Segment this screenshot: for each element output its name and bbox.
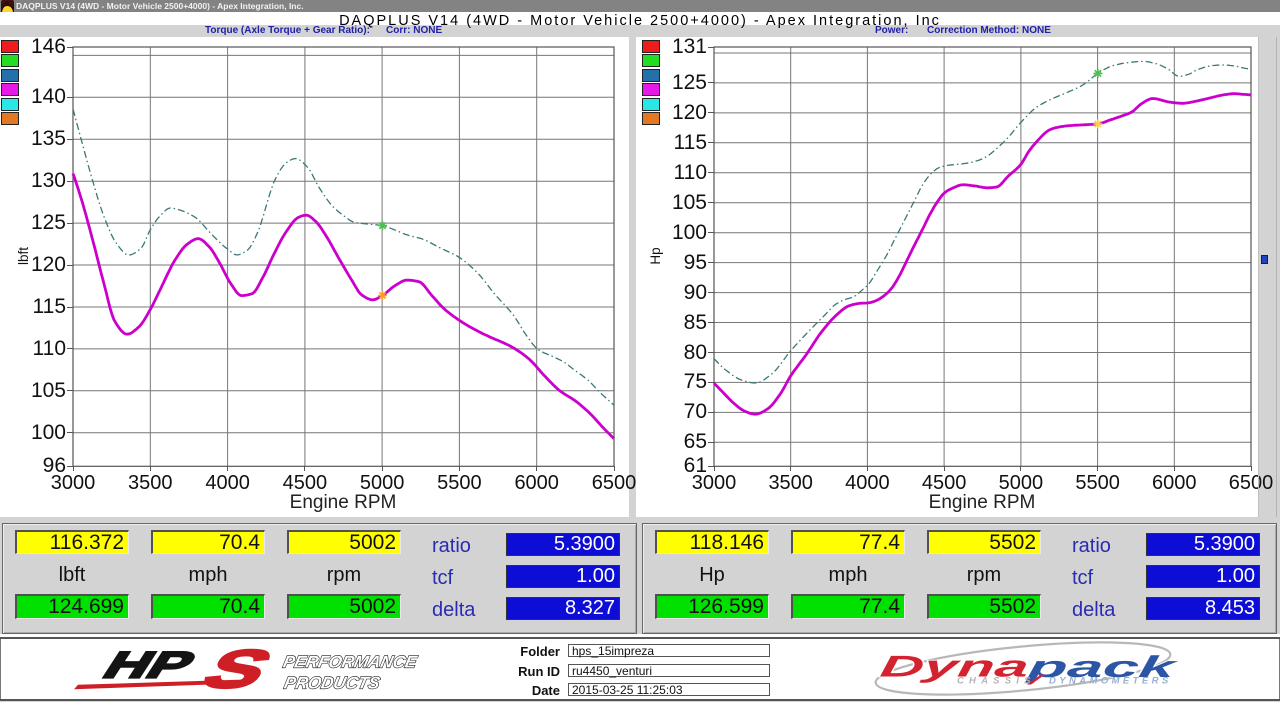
svg-text:Dyna: Dyna [878,650,1031,683]
svg-text:CHASSIS: CHASSIS [957,676,1036,687]
svg-text:PERFORMANCE: PERFORMANCE [281,652,419,672]
svg-text:S: S [190,638,285,699]
svg-text:HP: HP [94,645,204,686]
svg-text:DYNAMOMETERS: DYNAMOMETERS [1049,676,1172,687]
svg-text:PRODUCTS: PRODUCTS [282,673,382,693]
svg-text:pack: pack [1024,650,1180,683]
